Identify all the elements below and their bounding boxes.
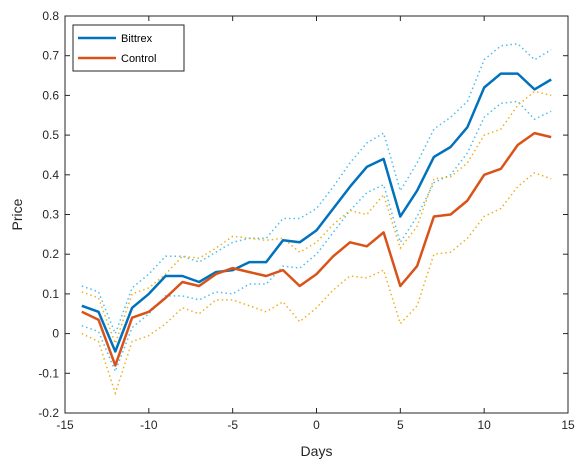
series-bittrex-line <box>81 72 552 353</box>
series-control-line <box>81 131 552 367</box>
x-tick-label: -10 <box>140 418 158 432</box>
y-tick-label: 0.8 <box>42 9 59 23</box>
y-tick-label: -0.2 <box>38 406 59 420</box>
y-tick-label: 0.6 <box>42 88 59 102</box>
axes-layer: -15 -10 -5 0 5 10 15 -0.2 -0.1 0 0.1 0.2 0.3 0.4 0.5 0.… <box>38 9 575 432</box>
legend-box <box>72 24 185 72</box>
x-tick-label: -5 <box>227 418 238 432</box>
x-tick-label: 15 <box>561 418 575 432</box>
y-axis-label: Price <box>9 198 25 230</box>
series-bittrex-lower-bound <box>81 100 552 374</box>
x-tick-label: -15 <box>56 418 74 432</box>
legend: Bittrex Control <box>72 24 185 72</box>
x-tick-label: 5 <box>397 418 404 432</box>
y-tick-label: 0.2 <box>42 247 59 261</box>
y-tick-label: 0.7 <box>42 49 59 63</box>
series-control-lower-bound <box>81 171 552 396</box>
x-axis-label: Days <box>301 443 333 459</box>
y-tick-label: 0.3 <box>42 208 59 222</box>
x-tick-label: 10 <box>477 418 491 432</box>
y-tick-label: 0 <box>52 327 59 341</box>
y-tick-label: 0.5 <box>42 128 59 142</box>
y-tick-label: 0.1 <box>42 287 59 301</box>
series-layer <box>81 43 552 396</box>
legend-label-bittrex: Bittrex <box>121 33 153 45</box>
series-bittrex-upper-bound <box>81 43 552 336</box>
legend-label-control: Control <box>121 53 156 65</box>
x-tick-label: 0 <box>313 418 320 432</box>
plot-area-background <box>65 16 568 413</box>
y-tick-label: 0.4 <box>42 168 59 182</box>
y-tick-label: -0.1 <box>38 366 59 380</box>
